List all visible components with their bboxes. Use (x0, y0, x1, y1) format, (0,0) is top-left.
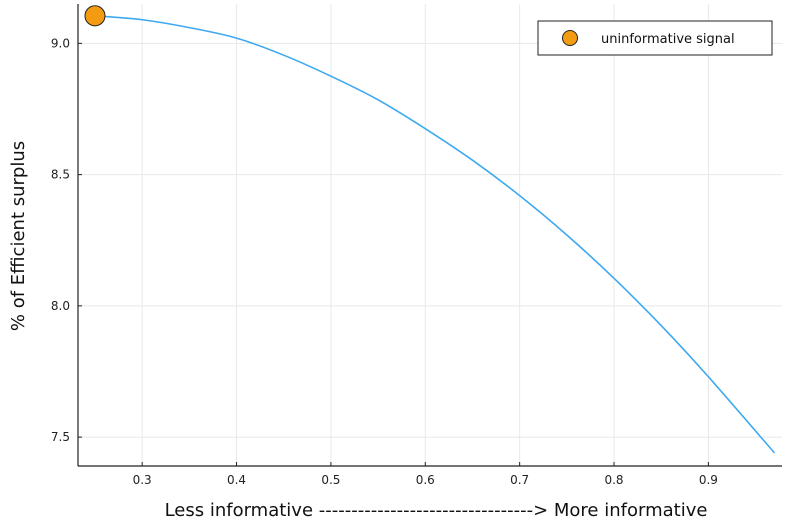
series-layer (84, 5, 776, 454)
series-line (94, 15, 776, 454)
x-tick-label: 0.3 (133, 473, 152, 487)
axes (77, 4, 782, 467)
x-tick-label: 0.9 (699, 473, 718, 487)
x-axis-label: Less informative -----------------------… (165, 500, 708, 521)
x-tick-label: 0.6 (416, 473, 435, 487)
y-tick-label: 7.5 (51, 430, 70, 444)
x-ticks: 0.3 0.4 0.5 0.6 0.7 0.8 0.9 (133, 462, 718, 487)
y-axis-label: % of Efficient surplus (8, 141, 29, 331)
x-tick-label: 0.4 (227, 473, 246, 487)
legend-label: uninformative signal (601, 32, 735, 47)
scatter-point (84, 5, 106, 27)
y-tick-label: 8.0 (51, 299, 70, 313)
legend-marker (562, 30, 578, 46)
grid (78, 4, 782, 466)
legend: uninformative signal (537, 20, 773, 56)
x-tick-label: 0.7 (510, 473, 529, 487)
x-tick-label: 0.5 (321, 473, 340, 487)
x-tick-label: 0.8 (604, 473, 623, 487)
y-tick-label: 9.0 (51, 36, 70, 50)
y-tick-label: 8.5 (51, 168, 70, 182)
y-ticks: 7.5 8.0 8.5 9.0 (51, 36, 82, 444)
